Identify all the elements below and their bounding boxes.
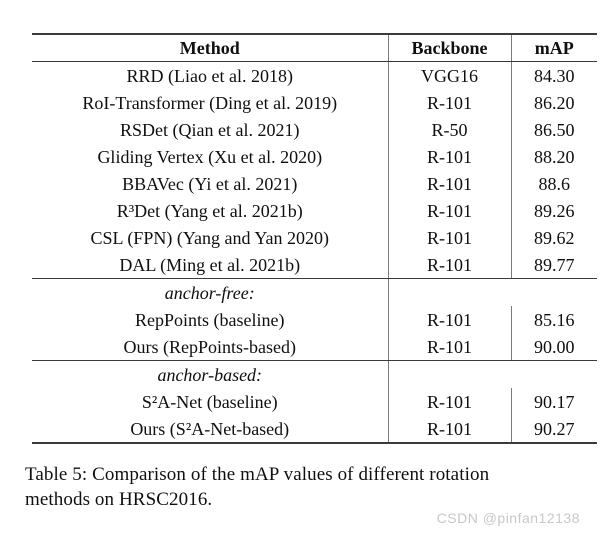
section-label: anchor-based: xyxy=(32,360,389,388)
section-label: anchor-free: xyxy=(32,278,389,306)
watermark: CSDN @pinfan12138 xyxy=(436,510,580,526)
method-cell: RRD (Liao et al. 2018) xyxy=(32,61,389,89)
backbone-cell xyxy=(388,279,511,307)
method-cell: Ours (S²A-Net-based) xyxy=(32,415,389,443)
map-cell: 89.62 xyxy=(534,227,575,248)
map-cell: 86.50 xyxy=(534,119,575,140)
table-row: Ours (S²A-Net-based) R-101 90.27 xyxy=(32,415,597,443)
map-cell: 88.6 xyxy=(538,173,571,194)
map-cell: 85.16 xyxy=(534,309,575,330)
table-caption-line: methods on HRSC2016. xyxy=(25,488,213,510)
backbone-cell: R-101 xyxy=(388,251,512,279)
backbone-cell: R-50 xyxy=(388,116,512,143)
map-cell xyxy=(511,361,597,389)
header-method: Method xyxy=(32,34,389,62)
results-table: Method Backbone mAP RRD (Liao et al. 201… xyxy=(32,33,597,444)
backbone-cell: R-101 xyxy=(388,415,512,443)
backbone-cell: R-101 xyxy=(388,388,512,415)
table-row: Gliding Vertex (Xu et al. 2020) R-101 88… xyxy=(32,143,597,170)
table-row: DAL (Ming et al. 2021b) R-101 89.77 xyxy=(32,251,597,279)
table-row: RRD (Liao et al. 2018) VGG16 84.30 xyxy=(32,61,597,89)
table-row: RepPoints (baseline) R-101 85.16 xyxy=(32,306,597,333)
table-row: BBAVec (Yi et al. 2021) R-101 88.6 xyxy=(32,170,597,197)
method-cell: S²A-Net (baseline) xyxy=(32,388,389,415)
map-cell xyxy=(511,279,597,307)
method-cell: RSDet (Qian et al. 2021) xyxy=(32,116,389,143)
method-cell: CSL (FPN) (Yang and Yan 2020) xyxy=(32,224,389,251)
map-cell: 84.30 xyxy=(534,65,575,86)
method-cell: DAL (Ming et al. 2021b) xyxy=(32,251,389,279)
table-row: Ours (RepPoints-based) R-101 90.00 xyxy=(32,333,597,361)
backbone-cell: R-101 xyxy=(388,306,512,333)
method-cell: R³Det (Yang et al. 2021b) xyxy=(32,197,389,224)
table-caption: Table 5: Comparison of the mAP values of… xyxy=(25,463,489,512)
header-map: mAP xyxy=(511,34,597,62)
map-cell: 90.00 xyxy=(511,333,597,361)
method-cell: Gliding Vertex (Xu et al. 2020) xyxy=(32,143,389,170)
backbone-cell xyxy=(388,361,511,389)
header-backbone: Backbone xyxy=(388,34,512,62)
table-row: R³Det (Yang et al. 2021b) R-101 89.26 xyxy=(32,197,597,224)
map-cell: 90.17 xyxy=(534,391,575,412)
table-row: RSDet (Qian et al. 2021) R-50 86.50 xyxy=(32,116,597,143)
backbone-cell: R-101 xyxy=(388,143,512,170)
method-cell: RepPoints (baseline) xyxy=(32,306,389,333)
backbone-cell: R-101 xyxy=(388,333,512,361)
map-cell: 90.27 xyxy=(534,418,575,439)
backbone-cell: VGG16 xyxy=(388,61,512,89)
method-cell: BBAVec (Yi et al. 2021) xyxy=(32,170,389,197)
method-cell: Ours (RepPoints-based) xyxy=(32,333,389,361)
table-row: S²A-Net (baseline) R-101 90.17 xyxy=(32,388,597,415)
table-row: CSL (FPN) (Yang and Yan 2020) R-101 89.6… xyxy=(32,224,597,251)
map-cell: 89.77 xyxy=(511,251,597,279)
backbone-cell: R-101 xyxy=(388,197,512,224)
map-cell: 86.20 xyxy=(534,92,575,113)
table-row: RoI-Transformer (Ding et al. 2019) R-101… xyxy=(32,89,597,116)
section-row-anchor-free: anchor-free: xyxy=(32,278,597,307)
table-caption-line: Table 5: Comparison of the mAP values of… xyxy=(25,464,490,485)
backbone-cell: R-101 xyxy=(388,224,512,251)
section-row-anchor-based: anchor-based: xyxy=(32,360,597,389)
backbone-cell: R-101 xyxy=(388,170,512,197)
backbone-cell: R-101 xyxy=(388,89,512,116)
table-header-row: Method Backbone mAP xyxy=(32,34,597,62)
map-cell: 88.20 xyxy=(534,146,575,167)
map-cell: 89.26 xyxy=(534,200,575,221)
method-cell: RoI-Transformer (Ding et al. 2019) xyxy=(32,89,389,116)
